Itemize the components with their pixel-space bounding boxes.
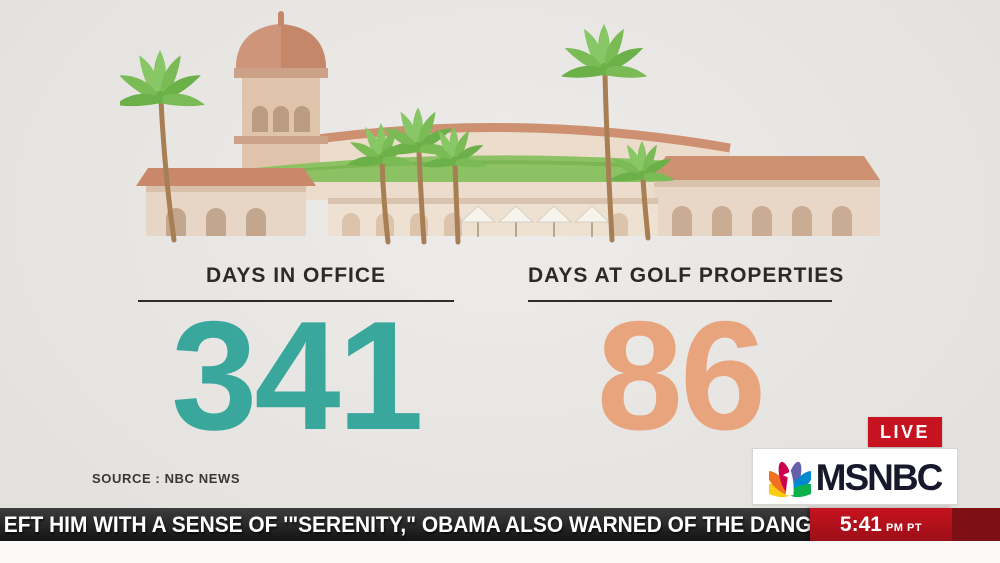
peacock-icon — [768, 461, 811, 497]
bottom-strip — [0, 541, 1000, 563]
time-zone: PM PT — [885, 522, 923, 534]
peacock-feather — [789, 483, 811, 497]
right-wing — [648, 156, 880, 236]
days-at-golf-value: 86 — [596, 289, 766, 462]
time-box-tail — [952, 508, 1000, 541]
ticker-text: EFT HIM WITH A SENSE OF '"SERENITY," OBA… — [3, 511, 841, 537]
umbrellas — [459, 205, 611, 237]
time-value: 5:41 — [839, 513, 882, 536]
days-at-golf-label: DAYS AT GOLF PROPERTIES — [528, 264, 843, 302]
network-wordmark: MSNBC — [815, 457, 944, 498]
days-in-office-value: 341 — [171, 289, 424, 462]
days-in-office-stat: DAYS IN OFFICE 341 — [138, 264, 454, 462]
tower — [234, 11, 328, 180]
live-badge: LIVE — [868, 417, 942, 447]
network-logo-box: MSNBC — [753, 449, 957, 504]
resort-illustration — [120, 11, 880, 245]
left-wing — [136, 168, 316, 236]
time-box: 5:41 PM PT — [810, 508, 952, 541]
source-credit: SOURCE : NBC NEWS — [92, 471, 241, 486]
days-at-golf-stat: DAYS AT GOLF PROPERTIES 86 — [528, 264, 843, 462]
days-in-office-label: DAYS IN OFFICE — [138, 264, 454, 302]
palm-trees — [158, 69, 651, 245]
